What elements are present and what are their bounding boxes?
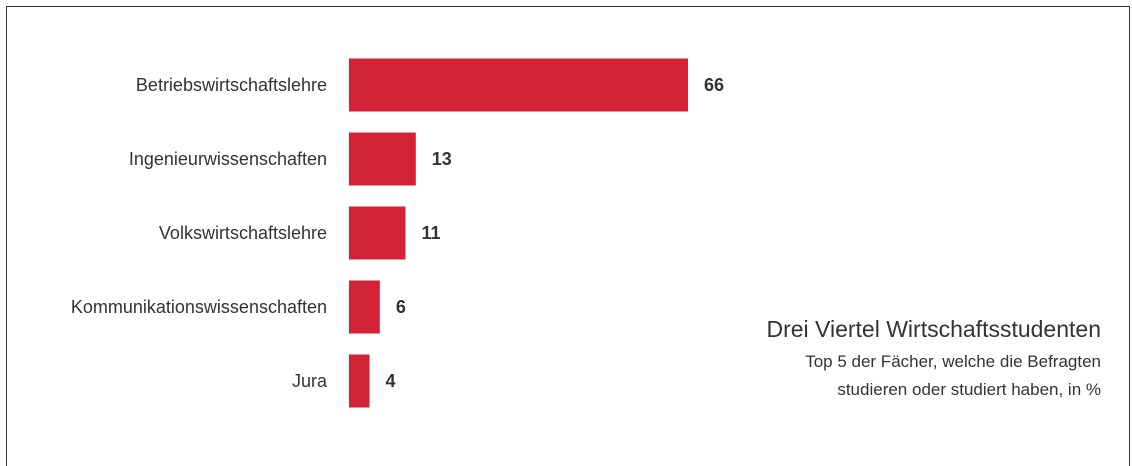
chart-subtitle: Top 5 der Fächer, welche die Befragten s… <box>767 348 1101 404</box>
chart-subtitle-line-2: studieren oder studiert haben, in % <box>837 380 1101 399</box>
category-label-2: Volkswirtschaftslehre <box>159 223 327 243</box>
value-label-2: 11 <box>422 223 441 243</box>
bar-chart: Betriebswirtschaftslehre 66 Ingenieurwisse… <box>71 58 724 408</box>
value-label-0: 66 <box>704 75 724 95</box>
value-label-3: 6 <box>396 297 406 317</box>
category-label-4: Jura <box>292 371 328 391</box>
chart-title: Drei Viertel Wirtschaftsstudenten <box>766 316 1102 342</box>
bar-3 <box>349 280 380 334</box>
bar-4 <box>349 354 370 408</box>
chart-subtitle-line-1: Top 5 der Fächer, welche die Befragten <box>805 352 1101 371</box>
bar-1 <box>349 132 416 186</box>
category-label-1: Ingenieurwissenschaften <box>129 149 327 169</box>
value-label-1: 13 <box>432 149 452 169</box>
category-label-0: Betriebswirtschaftslehre <box>136 75 327 95</box>
bar-2 <box>349 206 406 260</box>
value-label-4: 4 <box>386 371 396 391</box>
category-label-3: Kommunikationswissenschaften <box>71 297 327 317</box>
bar-0 <box>349 58 688 112</box>
chart-frame <box>6 6 1130 466</box>
chart-caption: Drei Viertel Wirtschaftsstudenten Top 5 … <box>767 312 1102 404</box>
